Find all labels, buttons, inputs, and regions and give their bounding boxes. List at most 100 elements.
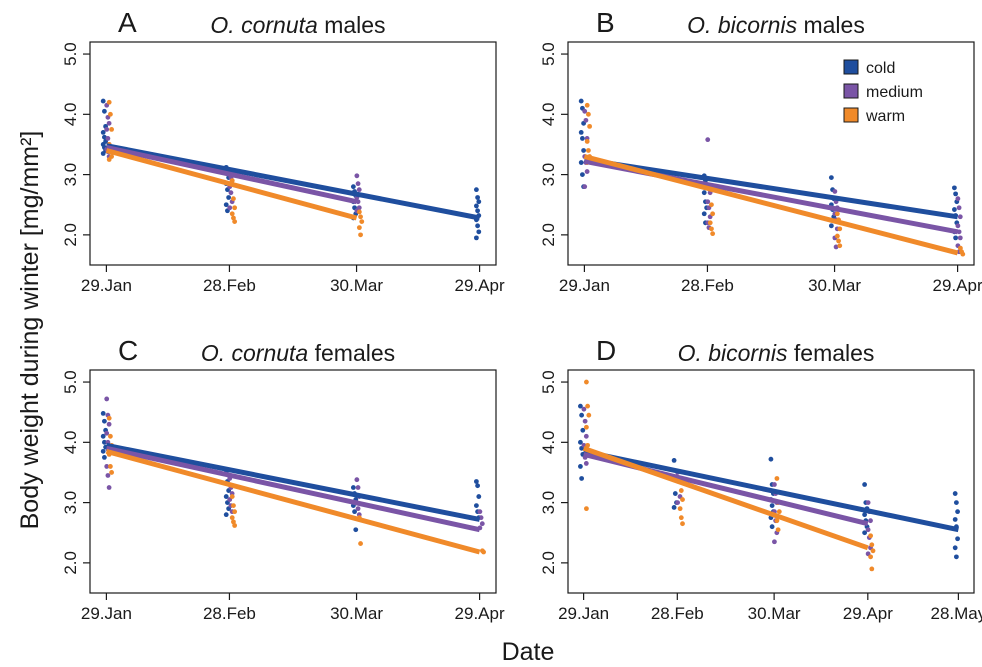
panel-letter: D [596, 335, 616, 366]
data-point [104, 396, 110, 402]
data-point [355, 485, 361, 490]
data-point [837, 243, 843, 249]
data-point [960, 251, 966, 257]
x-tick-label: 30.Mar [808, 276, 861, 295]
series-medium-points [582, 108, 963, 255]
data-point [677, 506, 683, 512]
fit-line-medium [105, 145, 358, 205]
data-point [475, 195, 480, 200]
data-point [953, 554, 959, 560]
data-point [353, 527, 359, 533]
data-point [832, 189, 838, 194]
data-point [355, 199, 361, 205]
data-point [953, 191, 958, 197]
x-tick-label: 29.Jan [81, 276, 132, 295]
data-point [678, 488, 684, 493]
data-point [227, 205, 233, 211]
panel-letter: C [118, 335, 138, 366]
panel-letter: B [596, 7, 615, 38]
panel-subtitle: females [308, 340, 395, 366]
x-tick-label: 28.Feb [203, 276, 256, 295]
data-point [102, 439, 107, 445]
data-point [701, 211, 707, 217]
data-point [229, 494, 235, 499]
data-point [675, 500, 681, 505]
y-tick-label: 3.0 [539, 163, 558, 187]
data-point [957, 245, 963, 251]
data-point [108, 111, 113, 117]
data-point [358, 541, 363, 546]
data-point [104, 430, 110, 436]
data-point [836, 238, 841, 244]
data-point [581, 406, 587, 412]
data-point [775, 527, 781, 533]
series-cold-points [100, 98, 482, 241]
data-point [705, 199, 711, 205]
data-point [955, 223, 961, 229]
data-point [478, 515, 484, 521]
data-point [701, 190, 707, 196]
y-tick-label: 2.0 [61, 551, 80, 575]
data-point [581, 148, 587, 153]
data-point [768, 456, 774, 462]
fit-line-warm [582, 445, 869, 551]
y-tick-label: 4.0 [61, 103, 80, 127]
data-point [356, 187, 362, 193]
data-point [584, 139, 590, 144]
data-point [671, 505, 677, 510]
plot-frame [567, 41, 975, 266]
data-point [355, 506, 361, 512]
data-point [862, 512, 868, 518]
x-tick-label: 30.Mar [748, 604, 801, 623]
data-point [105, 136, 111, 141]
x-tick-label: 29.Apr [455, 276, 505, 295]
data-point [355, 181, 361, 187]
data-point [473, 479, 479, 484]
data-point [232, 205, 238, 211]
data-point [837, 226, 843, 232]
plot-frame [567, 369, 975, 594]
data-point [862, 530, 868, 536]
data-point [774, 518, 780, 524]
x-tick-label: 28.Feb [203, 604, 256, 623]
data-point [476, 199, 482, 205]
x-tick-label: 29.Apr [933, 276, 982, 295]
data-point [584, 169, 590, 174]
data-point [579, 412, 585, 418]
data-point [583, 461, 589, 466]
panel-b: 2.0 3.0 4.0 5.0 29.Jan 28.Feb 30.Mar 29.Apr B O. … [539, 7, 982, 295]
data-point [356, 225, 362, 231]
fit-line-cold [105, 442, 481, 522]
data-point [109, 470, 115, 475]
data-point [709, 226, 714, 232]
data-point [475, 208, 480, 214]
data-point [870, 548, 876, 554]
x-tick-label: 28.Feb [681, 276, 734, 295]
data-point [772, 539, 777, 545]
data-point [671, 458, 677, 463]
data-point [710, 211, 716, 217]
data-point [582, 108, 588, 114]
x-tick-label: 28.May [931, 604, 982, 623]
species-name: O. bicornis [678, 340, 788, 366]
data-point [231, 519, 236, 525]
data-point [772, 482, 777, 487]
x-tick-label: 29.Jan [559, 276, 610, 295]
data-point [587, 123, 593, 129]
panel-title: O. cornuta males [210, 12, 385, 38]
data-point [477, 509, 483, 515]
legend-swatch [843, 107, 859, 123]
fit-line-cold [583, 448, 959, 533]
data-point [769, 503, 775, 509]
legend-entry-warm: warm [843, 107, 905, 125]
data-point [680, 497, 685, 502]
data-point [109, 126, 115, 132]
data-point [828, 223, 834, 229]
data-point [957, 214, 963, 220]
data-point [957, 235, 963, 241]
data-point [868, 518, 873, 524]
data-point [586, 111, 591, 117]
data-point [102, 418, 107, 424]
y-tick-label: 2.0 [539, 223, 558, 247]
data-point [678, 515, 684, 521]
